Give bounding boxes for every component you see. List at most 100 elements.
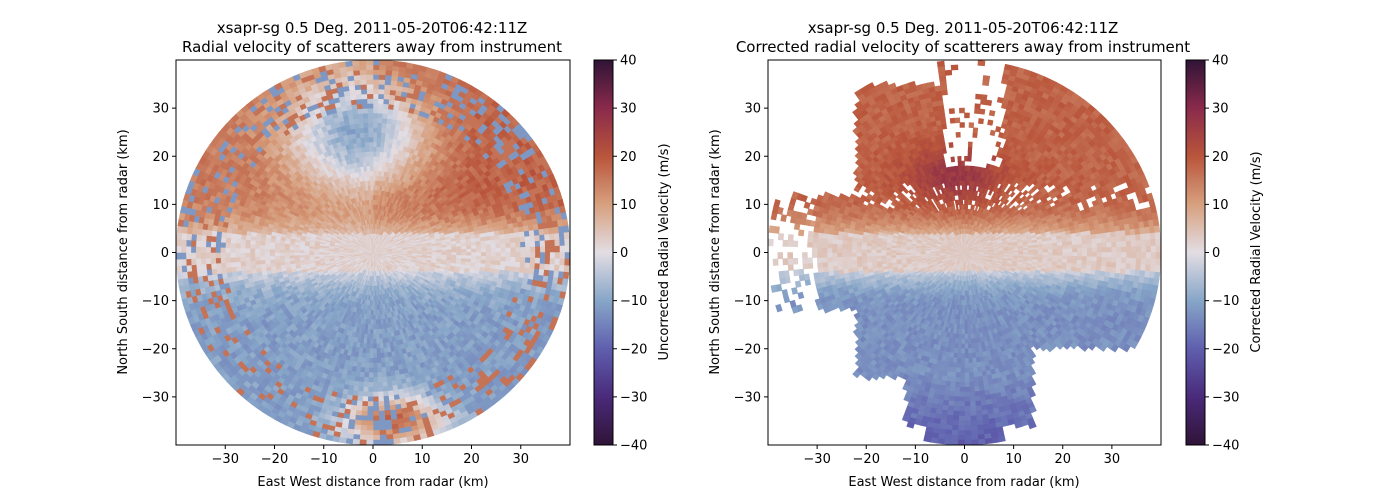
radar-cell (367, 171, 370, 176)
radar-cell (366, 349, 370, 354)
radar-cell (359, 123, 364, 128)
radar-cell (304, 253, 309, 255)
radar-cell (240, 253, 245, 258)
radar-cell (496, 239, 501, 244)
radar-cell (363, 382, 368, 387)
radar-cell (481, 253, 486, 257)
radar-cell (377, 363, 381, 368)
radar-cell (240, 261, 245, 266)
radar-cell (376, 329, 379, 334)
radar-cell (275, 259, 280, 263)
radar-cell (376, 339, 379, 344)
radar-cell (260, 253, 265, 257)
radar-cell (369, 363, 373, 368)
radar-cell (481, 241, 486, 245)
radar-cell (250, 244, 255, 248)
radar-cell (360, 133, 365, 138)
radar-cell (275, 256, 280, 260)
radar-cell (365, 142, 369, 147)
radar-cell (373, 368, 377, 373)
radar-cell (447, 250, 452, 253)
radar-cell (365, 147, 369, 152)
radar-cell (500, 261, 505, 266)
radar-cell (373, 171, 376, 176)
radar-cell (366, 156, 370, 161)
radar-cell (373, 147, 377, 152)
radar-cell (370, 156, 373, 161)
radar-cell (355, 123, 360, 128)
radar-cell (486, 240, 491, 244)
radar-cell (365, 358, 369, 363)
radar-cell (369, 127, 374, 132)
radar-cell (373, 349, 377, 354)
radar-cell (366, 152, 370, 157)
radar-cell (275, 253, 280, 256)
radar-cell (270, 253, 275, 257)
radar-cell (369, 142, 373, 147)
radar-cell (361, 137, 366, 142)
radar-cell (279, 249, 284, 252)
radar-cell (372, 233, 373, 238)
radar-cell (496, 257, 501, 262)
radar-cell (377, 142, 381, 147)
radar-cell (373, 320, 376, 325)
radar-cell (265, 256, 270, 260)
radar-cell (373, 151, 377, 156)
radar-cell (377, 373, 382, 378)
radar-cell (309, 253, 314, 255)
radar-cell (452, 250, 457, 253)
radar-cell (466, 246, 471, 250)
radar-cell (382, 123, 387, 128)
radar-cell (471, 249, 476, 253)
radar-cell (377, 353, 381, 358)
radar-cell (241, 266, 246, 271)
radar-cell (381, 367, 386, 372)
radar-cell (382, 382, 387, 387)
radar-cell (380, 348, 384, 353)
radar-cell (371, 185, 373, 190)
radar-cell (491, 248, 496, 252)
radar-cell (364, 128, 369, 133)
radar-cell (250, 257, 255, 261)
radar-cell (466, 242, 471, 246)
radar-cell (265, 249, 270, 253)
radar-cell (505, 262, 510, 267)
radar-cell (250, 248, 255, 252)
radar-cell (255, 260, 260, 264)
radar-cell (245, 257, 250, 262)
radar-cell (505, 234, 510, 239)
radar-cell (370, 344, 373, 349)
radar-cell (265, 253, 270, 257)
uncorrected-velocity-panel: xsapr-sg 0.5 Deg. 2011-05-20T06:42:11Z R… (116, 19, 672, 490)
radar-cell (370, 330, 373, 335)
radar-cell (372, 219, 373, 224)
radar-cell (369, 147, 373, 152)
radar-cell (471, 253, 476, 257)
radar-cell (368, 123, 373, 128)
radar-cell (486, 253, 491, 257)
radar-cell (367, 161, 370, 166)
radar-cell (486, 244, 491, 248)
radar-cell (245, 244, 250, 249)
radar-cell (362, 152, 366, 157)
radar-cell (377, 137, 381, 142)
radar-cell (373, 382, 378, 387)
radar-cell (245, 248, 250, 252)
radar-cell (245, 261, 250, 266)
radar-cell (376, 334, 379, 339)
radar-cell (270, 256, 275, 260)
radar-cell (506, 248, 511, 253)
radar-cell (501, 257, 506, 262)
radar-cell (378, 382, 383, 387)
radar-cell (481, 245, 486, 249)
radar-cell (270, 259, 275, 263)
radar-cell (500, 234, 505, 239)
radar-cell (369, 137, 373, 142)
radar-cell (378, 377, 383, 382)
radar-cell (260, 260, 265, 264)
radar-cell (240, 243, 245, 248)
radar-cell (270, 249, 275, 253)
radar-cell (372, 224, 373, 229)
radar-cell (376, 152, 380, 157)
radar-cell (364, 377, 369, 382)
